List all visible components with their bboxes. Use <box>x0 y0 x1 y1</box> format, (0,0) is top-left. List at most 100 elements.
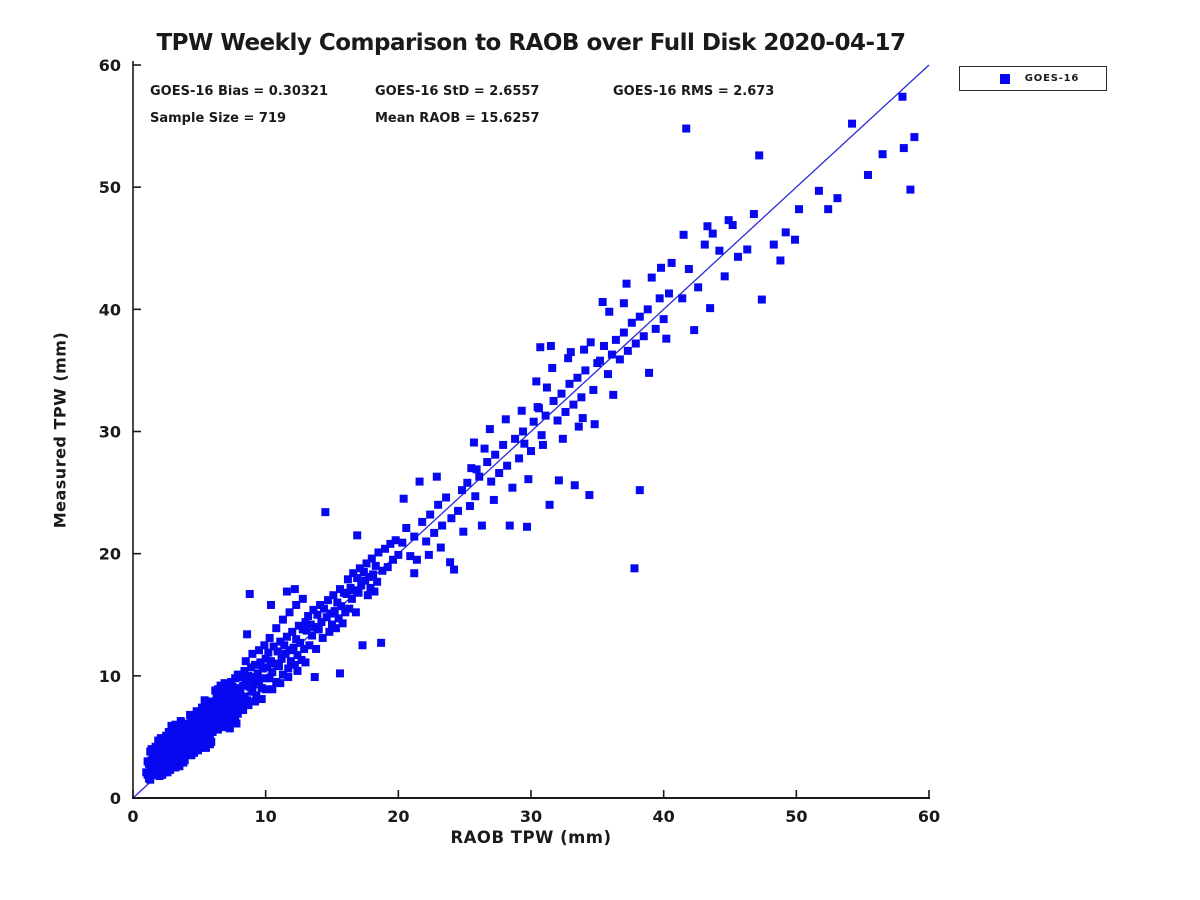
stat-bias: GOES-16 Bias = 0.30321 <box>150 84 329 99</box>
data-point <box>318 633 327 642</box>
data-point <box>233 709 242 718</box>
x-tick-label: 40 <box>653 807 675 826</box>
data-point <box>292 600 301 609</box>
data-point <box>508 483 517 492</box>
data-point <box>639 332 648 341</box>
data-point <box>174 743 183 752</box>
data-point <box>367 554 376 563</box>
data-point <box>269 642 278 651</box>
data-point <box>548 363 557 372</box>
data-point <box>755 151 764 160</box>
data-point <box>469 438 478 447</box>
data-point <box>302 626 311 635</box>
data-point <box>342 589 351 598</box>
data-point <box>605 307 614 316</box>
data-point <box>308 631 317 640</box>
data-point <box>261 685 270 694</box>
data-point <box>436 543 445 552</box>
data-point <box>353 531 362 540</box>
data-point <box>179 724 188 733</box>
data-point <box>499 440 508 449</box>
data-point <box>814 186 823 195</box>
data-point <box>256 658 265 667</box>
data-point <box>598 298 607 307</box>
data-point <box>241 676 250 685</box>
data-point <box>312 644 321 653</box>
data-point <box>394 550 403 559</box>
data-point <box>301 618 310 627</box>
data-point <box>561 407 570 416</box>
data-point <box>205 732 214 741</box>
data-point <box>527 447 535 456</box>
data-point <box>255 646 264 655</box>
data-point <box>574 422 583 431</box>
data-point <box>278 615 287 624</box>
data-point <box>170 726 179 735</box>
data-point <box>459 527 468 536</box>
data-point <box>260 674 269 683</box>
data-point <box>239 706 248 715</box>
data-point <box>757 295 766 304</box>
data-point <box>549 396 558 405</box>
data-point <box>262 663 271 672</box>
data-point <box>251 697 260 706</box>
data-point <box>898 92 907 101</box>
data-point <box>532 377 541 386</box>
data-point <box>733 252 742 261</box>
data-point <box>426 510 435 519</box>
data-point <box>377 638 386 647</box>
data-point <box>664 289 673 298</box>
x-tick-label: 10 <box>255 807 277 826</box>
stat-std: GOES-16 StD = 2.6557 <box>375 84 540 99</box>
data-point <box>192 729 201 738</box>
data-point <box>266 600 275 609</box>
data-point <box>345 604 354 613</box>
data-point <box>645 368 654 377</box>
data-point <box>635 486 644 495</box>
data-point <box>589 385 598 394</box>
data-point <box>438 521 447 530</box>
data-point <box>358 641 367 650</box>
data-point <box>430 528 439 537</box>
data-point <box>268 668 277 677</box>
data-point <box>657 263 666 272</box>
x-tick-label: 20 <box>387 807 409 826</box>
data-point <box>290 660 299 669</box>
data-point <box>232 719 241 728</box>
data-point <box>251 660 260 669</box>
data-point <box>241 657 250 666</box>
data-point <box>743 245 752 254</box>
data-point <box>290 585 299 594</box>
data-point <box>158 770 167 779</box>
data-point <box>236 673 245 682</box>
data-point <box>715 246 724 255</box>
data-point <box>432 472 441 481</box>
data-point <box>541 411 550 420</box>
data-point <box>569 400 578 409</box>
data-point <box>418 517 427 526</box>
data-point <box>501 415 510 424</box>
data-point <box>293 651 302 660</box>
x-tick-label: 30 <box>520 807 542 826</box>
data-point <box>520 439 529 448</box>
data-point <box>694 283 703 292</box>
y-tick-label: 20 <box>99 545 121 564</box>
data-point <box>245 589 254 598</box>
data-point <box>265 633 274 642</box>
data-point <box>794 205 803 214</box>
data-point <box>285 608 294 617</box>
data-point <box>146 775 155 784</box>
data-point <box>534 404 543 413</box>
data-point <box>619 299 628 308</box>
data-point <box>848 119 857 128</box>
data-point <box>386 539 395 548</box>
x-tick-label: 60 <box>918 807 940 826</box>
data-point <box>244 701 253 710</box>
data-point <box>330 607 339 616</box>
data-point <box>164 728 173 737</box>
data-point <box>347 594 356 603</box>
x-tick-label: 50 <box>785 807 807 826</box>
data-point <box>558 434 567 443</box>
data-point <box>338 619 347 628</box>
data-point <box>168 762 177 771</box>
